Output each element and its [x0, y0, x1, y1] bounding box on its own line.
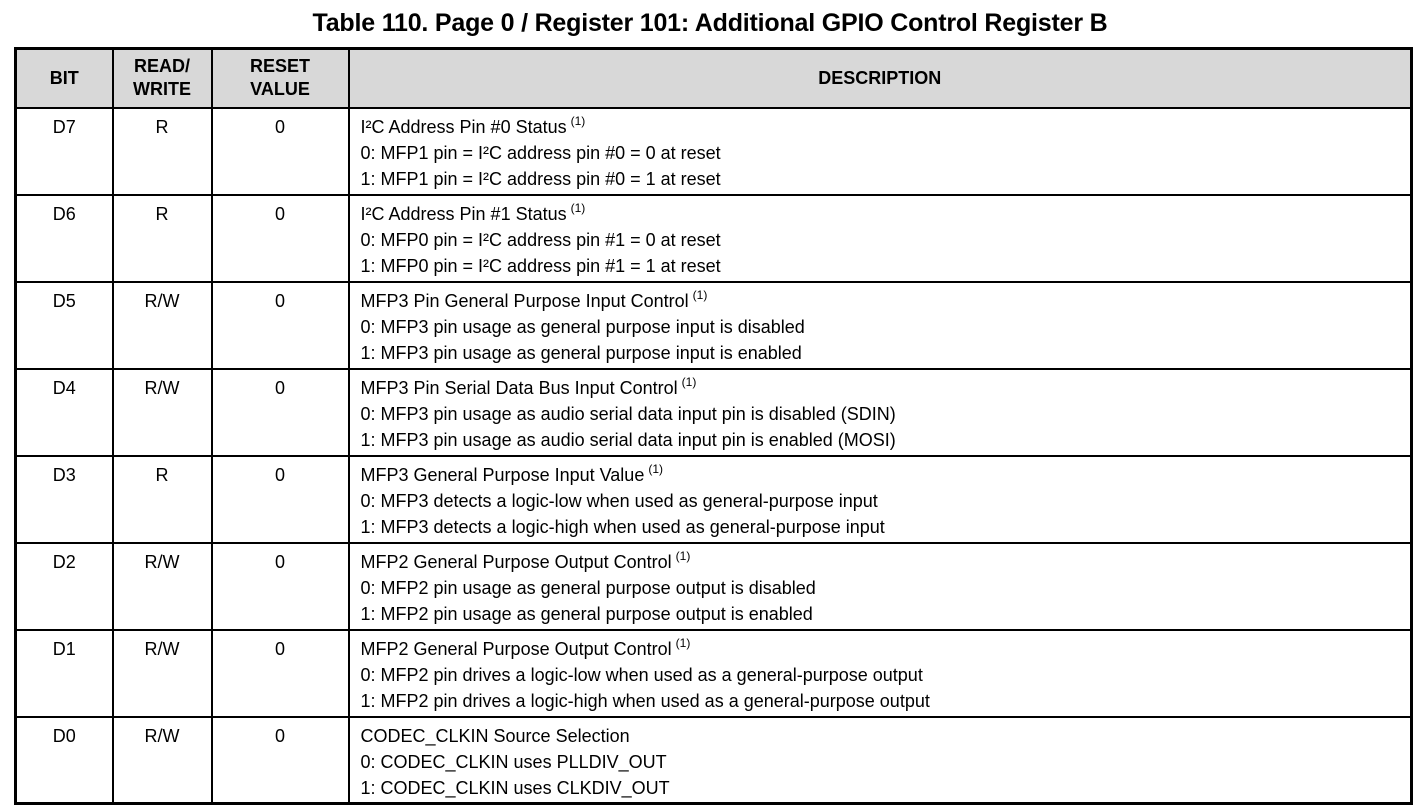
register-table: BIT READ/ WRITE RESET VALUE DESCRIPTION …	[14, 47, 1413, 805]
read-write-cell: R	[111, 193, 213, 283]
description-cell: MFP2 General Purpose Output Control (1) 0…	[347, 541, 1413, 631]
description-title-text: CODEC_CLKIN Source Selection	[360, 725, 630, 746]
description-title-text: I²C Address Pin #0 Status	[360, 116, 567, 137]
bit-cell: D2	[14, 541, 114, 631]
description-option-1: 1: CODEC_CLKIN uses CLKDIV_OUT	[360, 777, 670, 798]
description-cell: CODEC_CLKIN Source Selection 0: CODEC_CL…	[347, 715, 1413, 805]
description-title: CODEC_CLKIN Source Selection	[361, 723, 1401, 749]
read-write-cell: R	[111, 106, 213, 196]
reset-value-cell: 0	[210, 106, 350, 196]
reset-value-cell: 0	[210, 628, 350, 718]
reset-value-cell: 0	[210, 280, 350, 370]
table-row-d4: D4 R/W 0 MFP3 Pin Serial Data Bus Input …	[14, 367, 1413, 457]
description-option-1: 1: MFP3 pin usage as general purpose inp…	[360, 342, 802, 363]
reset-value-cell: 0	[210, 541, 350, 631]
footnote-marker: (1)	[570, 200, 586, 215]
footnote-marker: (1)	[675, 548, 691, 563]
description-option-1: 1: MFP3 detects a logic-high when used a…	[360, 516, 885, 537]
table-row-d5: D5 R/W 0 MFP3 Pin General Purpose Input …	[14, 280, 1413, 370]
description-option-0: 0: CODEC_CLKIN uses PLLDIV_OUT	[360, 751, 667, 772]
description-option-0: 0: MFP0 pin = I²C address pin #1 = 0 at …	[360, 229, 721, 250]
description-option-0: 0: MFP3 detects a logic-low when used as…	[360, 490, 878, 511]
table-row-d6: D6 R 0 I²C Address Pin #1 Status (1) 0: M…	[14, 193, 1413, 283]
description-cell: I²C Address Pin #0 Status (1) 0: MFP1 pin…	[347, 106, 1413, 196]
description-option-1: 1: MFP1 pin = I²C address pin #0 = 1 at …	[360, 168, 721, 189]
bit-cell: D1	[14, 628, 114, 718]
description-cell: MFP3 General Purpose Input Value (1) 0: M…	[347, 454, 1413, 544]
description-cell: MFP3 Pin General Purpose Input Control (1…	[347, 280, 1413, 370]
description-option-1: 1: MFP2 pin drives a logic-high when use…	[360, 690, 930, 711]
description-title: I²C Address Pin #1 Status (1)	[361, 201, 1401, 227]
description-title: MFP2 General Purpose Output Control (1)	[361, 549, 1401, 575]
bit-cell: D4	[14, 367, 114, 457]
reset-value-cell: 0	[210, 715, 350, 805]
reset-value-cell: 0	[210, 367, 350, 457]
description-option-0: 0: MFP3 pin usage as audio serial data i…	[360, 403, 896, 424]
description-option-0: 0: MFP1 pin = I²C address pin #0 = 0 at …	[360, 142, 721, 163]
table-header-row: BIT READ/ WRITE RESET VALUE DESCRIPTION	[14, 47, 1413, 109]
bit-cell: D3	[14, 454, 114, 544]
table-row-d2: D2 R/W 0 MFP2 General Purpose Output Con…	[14, 541, 1413, 631]
table-row-d7: D7 R 0 I²C Address Pin #0 Status (1) 0: M…	[14, 106, 1413, 196]
description-title-text: MFP2 General Purpose Output Control	[360, 551, 672, 572]
description-option-1: 1: MFP3 pin usage as audio serial data i…	[360, 429, 896, 450]
column-header-description: DESCRIPTION	[347, 47, 1413, 109]
description-title: MFP3 General Purpose Input Value (1)	[361, 462, 1401, 488]
column-header-reset-value: RESET VALUE	[210, 47, 350, 109]
read-write-cell: R/W	[111, 628, 213, 718]
table-row-d1: D1 R/W 0 MFP2 General Purpose Output Con…	[14, 628, 1413, 718]
bit-cell: D5	[14, 280, 114, 370]
read-write-cell: R/W	[111, 367, 213, 457]
description-title: MFP2 General Purpose Output Control (1)	[361, 636, 1401, 662]
bit-cell: D7	[14, 106, 114, 196]
footnote-marker: (1)	[570, 113, 586, 128]
description-option-0: 0: MFP2 pin drives a logic-low when used…	[360, 664, 923, 685]
description-title-text: MFP3 General Purpose Input Value	[360, 464, 645, 485]
footnote-marker: (1)	[681, 374, 697, 389]
description-option-0: 0: MFP3 pin usage as general purpose inp…	[360, 316, 805, 337]
footnote-marker: (1)	[648, 461, 663, 476]
column-header-bit: BIT	[14, 47, 114, 109]
footnote-marker: (1)	[675, 635, 691, 650]
bit-cell: D0	[14, 715, 114, 805]
reset-value-cell: 0	[210, 193, 350, 283]
description-title-text: MFP3 Pin Serial Data Bus Input Control	[360, 377, 678, 398]
page-title: Table 110. Page 0 / Register 101: Additi…	[312, 9, 1108, 37]
description-title-text: I²C Address Pin #1 Status	[360, 203, 567, 224]
footnote-marker: (1)	[692, 287, 708, 302]
description-option-1: 1: MFP2 pin usage as general purpose out…	[360, 603, 813, 624]
description-title: MFP3 Pin General Purpose Input Control (1…	[361, 288, 1401, 314]
description-option-1: 1: MFP0 pin = I²C address pin #1 = 1 at …	[360, 255, 721, 276]
description-cell: MFP3 Pin Serial Data Bus Input Control (1…	[347, 367, 1413, 457]
description-cell: MFP2 General Purpose Output Control (1) 0…	[347, 628, 1413, 718]
read-write-cell: R/W	[111, 280, 213, 370]
description-cell: I²C Address Pin #1 Status (1) 0: MFP0 pin…	[347, 193, 1413, 283]
description-title-text: MFP3 Pin General Purpose Input Control	[360, 290, 689, 311]
read-write-cell: R/W	[111, 541, 213, 631]
table-row-d3: D3 R 0 MFP3 General Purpose Input Value(…	[14, 454, 1413, 544]
read-write-cell: R	[111, 454, 213, 544]
description-option-0: 0: MFP2 pin usage as general purpose out…	[360, 577, 816, 598]
reset-value-cell: 0	[210, 454, 350, 544]
table-row-d0: D0 R/W 0 CODEC_CLKIN Source Selection 0:…	[14, 715, 1413, 805]
bit-cell: D6	[14, 193, 114, 283]
description-title: I²C Address Pin #0 Status (1)	[361, 114, 1401, 140]
read-write-cell: R/W	[111, 715, 213, 805]
description-title: MFP3 Pin Serial Data Bus Input Control (1…	[361, 375, 1401, 401]
description-title-text: MFP2 General Purpose Output Control	[360, 638, 672, 659]
column-header-read-write: READ/ WRITE	[111, 47, 213, 109]
